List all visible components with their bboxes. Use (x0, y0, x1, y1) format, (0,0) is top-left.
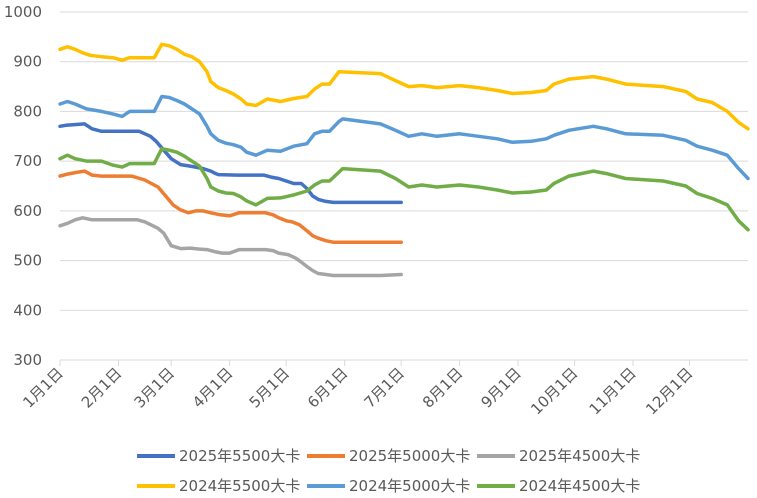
x-tick-label: 5月1日 (246, 364, 293, 411)
series-line-4 (58, 94, 750, 181)
y-tick-label: 500 (13, 252, 42, 270)
y-tick-label: 1000 (4, 3, 42, 21)
x-tick-label: 6月1日 (304, 364, 351, 411)
legend-label: 2025年5000大卡 (349, 447, 470, 465)
y-tick-label: 700 (13, 152, 42, 170)
x-axis-tick-labels: 1月1日 2月1日 3月1日 4月1日 5月1日 6月1日 7月1日 8月1日 9月1日 10月1… (19, 364, 696, 418)
y-tick-label: 300 (13, 351, 42, 369)
x-tick-label: 4月1日 (189, 364, 236, 411)
x-tick-label: 3月1日 (131, 364, 178, 411)
series-lines (58, 42, 750, 278)
x-tick-label: 9月1日 (477, 364, 524, 411)
legend: 2025年5500大卡 2025年5000大卡 2025年4500大卡 2024年55… (137, 447, 640, 495)
legend-label: 2025年5500大卡 (179, 447, 300, 465)
y-axis-tick-labels: 300 400 500 600 700 800 900 1000 (4, 3, 42, 369)
grid-lines (60, 11, 748, 311)
x-tick-label: 8月1日 (419, 364, 466, 411)
x-tick-label: 1月1日 (19, 364, 66, 411)
y-tick-label: 800 (13, 102, 42, 120)
legend-label: 2024年5500大卡 (179, 477, 300, 495)
x-tick-label: 11月1日 (586, 364, 640, 418)
y-tick-label: 400 (13, 301, 42, 319)
x-axis (59, 359, 748, 366)
series-line-1 (58, 169, 403, 244)
legend-label: 2024年5000大卡 (349, 477, 470, 495)
x-tick-label: 10月1日 (527, 364, 581, 418)
x-tick-label: 12月1日 (642, 364, 696, 418)
series-line-2 (58, 216, 403, 278)
series-line-5 (58, 146, 750, 232)
legend-label: 2024年4500大卡 (519, 477, 640, 495)
x-tick-label: 7月1日 (361, 364, 408, 411)
y-tick-label: 600 (13, 202, 42, 220)
y-tick-label: 900 (13, 53, 42, 71)
legend-label: 2025年4500大卡 (519, 447, 640, 465)
series-line-3 (58, 42, 750, 131)
x-tick-label: 2月1日 (78, 364, 125, 411)
